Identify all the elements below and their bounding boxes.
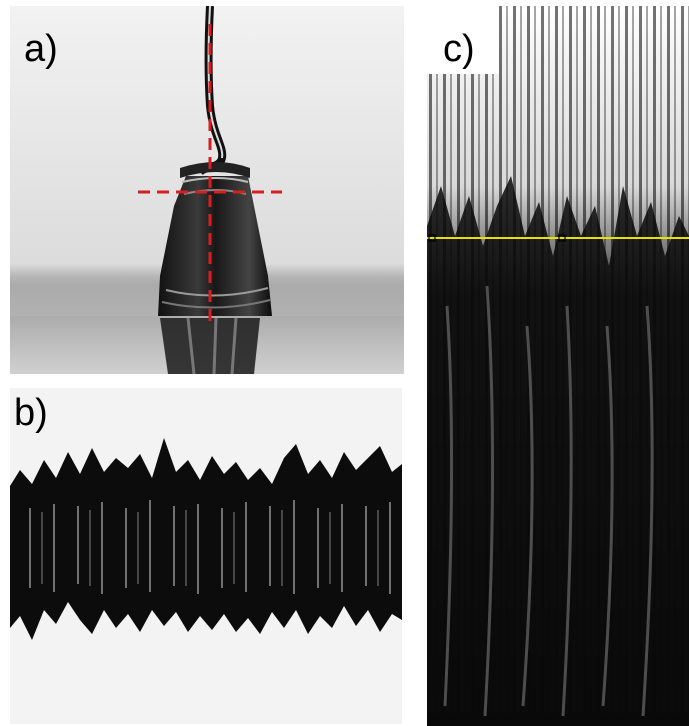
panel-c-spatiotemporal: c): [427, 6, 689, 726]
panel-a-photo: a): [10, 6, 404, 374]
panel-b-label: b): [14, 392, 48, 434]
panel-b-image: [10, 388, 402, 724]
marker-point-middle: [558, 234, 566, 242]
marker-point-left: [428, 234, 436, 242]
panel-c-label: c): [443, 28, 475, 70]
panel-a-image: [10, 6, 404, 374]
panel-c-image: [427, 6, 689, 726]
panel-a-label: a): [24, 28, 58, 70]
panel-b-spatiotemporal: b): [10, 388, 402, 724]
